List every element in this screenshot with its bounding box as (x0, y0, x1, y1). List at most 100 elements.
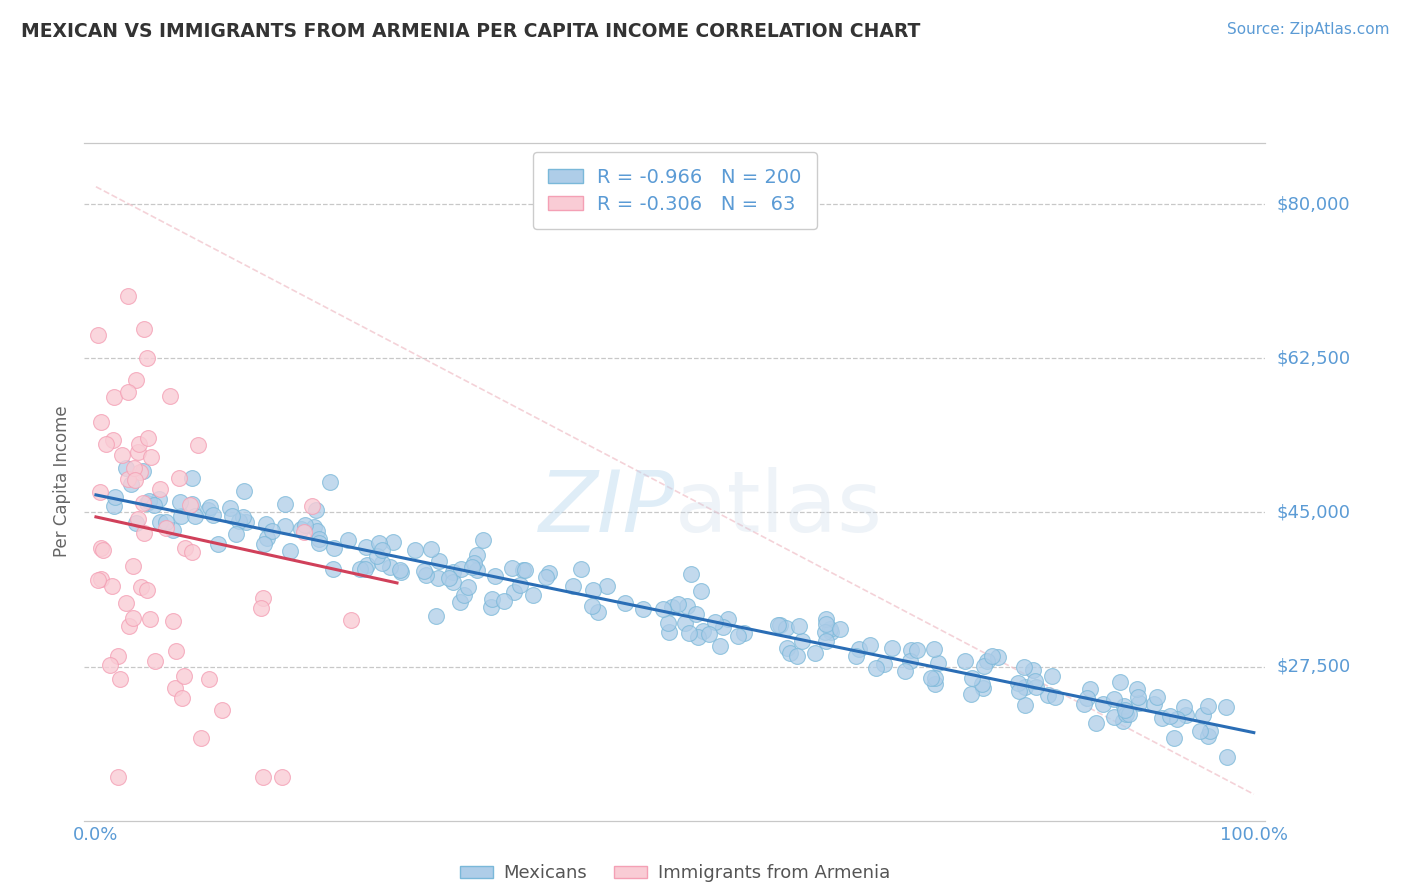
Point (155, 521, 177, 535)
Point (1115, 707, 1137, 722)
Point (170, 508, 193, 523)
Point (304, 503, 326, 517)
Point (848, 642, 870, 657)
Point (536, 570, 558, 584)
Point (450, 562, 472, 576)
Point (658, 625, 681, 640)
Point (1114, 698, 1136, 713)
Point (427, 554, 450, 568)
Point (380, 559, 402, 574)
Point (427, 571, 450, 585)
Point (1166, 712, 1188, 726)
Point (155, 516, 177, 530)
Point (1163, 731, 1185, 745)
Point (1014, 698, 1036, 713)
Point (727, 628, 749, 642)
Point (472, 533, 495, 548)
Point (101, 578, 124, 592)
Point (132, 525, 155, 540)
Point (596, 579, 619, 593)
Point (900, 642, 922, 657)
Point (1109, 675, 1132, 690)
Text: $80,000: $80,000 (1277, 195, 1350, 213)
Point (689, 584, 711, 599)
Point (136, 582, 159, 597)
Point (122, 610, 145, 624)
Point (1104, 709, 1126, 723)
Point (449, 595, 471, 609)
Point (1022, 663, 1045, 677)
Point (174, 541, 197, 556)
Point (959, 686, 981, 700)
Text: atlas: atlas (675, 467, 883, 550)
Point (302, 519, 325, 533)
Point (1114, 703, 1136, 717)
Point (1128, 696, 1150, 710)
Point (129, 580, 152, 594)
Point (873, 657, 896, 671)
Point (181, 545, 204, 559)
Point (673, 616, 696, 631)
Point (354, 540, 377, 554)
Point (898, 654, 921, 668)
Point (922, 642, 945, 657)
Point (339, 613, 361, 627)
Point (149, 515, 172, 529)
Point (492, 594, 515, 608)
Point (107, 648, 129, 663)
Point (389, 565, 412, 579)
Point (207, 537, 229, 551)
Y-axis label: Per Capita Income: Per Capita Income (53, 406, 72, 558)
Point (349, 561, 371, 575)
Point (368, 536, 391, 550)
Point (779, 646, 801, 660)
Point (927, 656, 949, 670)
Point (1126, 681, 1149, 696)
Point (976, 654, 998, 668)
Point (814, 634, 837, 648)
Point (252, 770, 274, 784)
Point (711, 620, 734, 634)
Point (128, 466, 150, 480)
Point (167, 471, 190, 485)
Point (678, 625, 700, 640)
Point (987, 650, 1010, 665)
Point (465, 563, 488, 577)
Point (686, 630, 709, 644)
Point (124, 473, 146, 487)
Point (463, 556, 485, 570)
Point (107, 770, 129, 784)
Point (924, 677, 946, 691)
Point (1007, 676, 1029, 690)
Point (252, 536, 274, 550)
Point (415, 568, 437, 582)
Point (111, 449, 134, 463)
Point (87, 574, 110, 588)
Point (120, 476, 142, 491)
Point (1197, 729, 1219, 743)
Point (371, 556, 394, 570)
Point (125, 373, 148, 387)
Point (441, 574, 464, 589)
Point (859, 638, 882, 652)
Point (91, 542, 114, 557)
Point (322, 562, 344, 576)
Point (1036, 689, 1059, 703)
Point (1080, 681, 1102, 696)
Point (173, 669, 195, 683)
Point (924, 671, 946, 685)
Point (845, 649, 868, 664)
Point (960, 671, 983, 685)
Point (117, 472, 139, 486)
Point (704, 615, 727, 629)
Point (437, 571, 460, 585)
Text: Source: ZipAtlas.com: Source: ZipAtlas.com (1226, 22, 1389, 37)
Point (184, 509, 207, 524)
Text: $62,500: $62,500 (1277, 350, 1351, 368)
Point (122, 559, 145, 574)
Point (187, 437, 209, 451)
Point (1025, 680, 1047, 694)
Point (404, 543, 426, 558)
Point (818, 622, 841, 636)
Point (256, 531, 278, 545)
